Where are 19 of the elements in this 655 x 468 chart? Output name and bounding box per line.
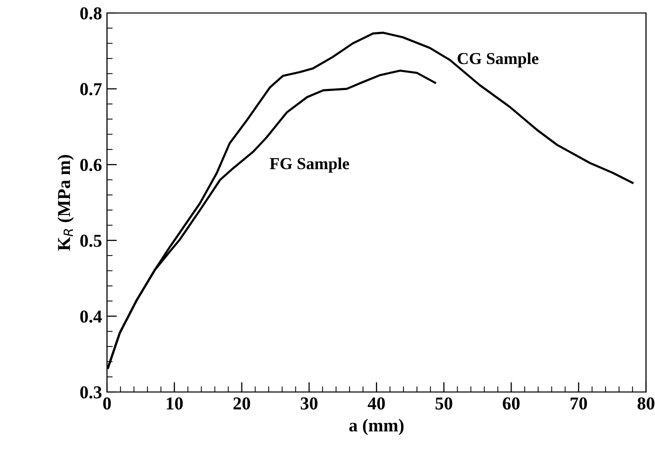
x-tick-label: 40 [368,397,385,410]
y-axis-title: K$_{R}$ (MPa m) [57,155,74,251]
x-tick-label: 60 [502,397,520,410]
series-label: FG Sample [270,158,350,173]
y-tick-label: 0.8 [80,7,102,20]
y-tick-label: 0.4 [80,310,102,323]
x-tick-label: 80 [638,397,654,410]
x-tick-label: 0 [103,397,111,410]
y-tick-label: 0.3 [80,386,102,399]
x-axis-title: a (mm) [349,418,404,436]
x-tick-label: 70 [570,397,587,410]
y-tick-label: 0.6 [80,158,102,172]
y-tick-label: 0.5 [80,234,102,247]
x-tick-label: 20 [233,397,250,410]
x-tick-label: 30 [300,397,318,410]
x-tick-label: 50 [436,397,452,410]
x-tick-label: 10 [166,397,183,410]
y-tick-label: 0.7 [80,83,102,96]
series-label: CG Sample [458,52,538,68]
